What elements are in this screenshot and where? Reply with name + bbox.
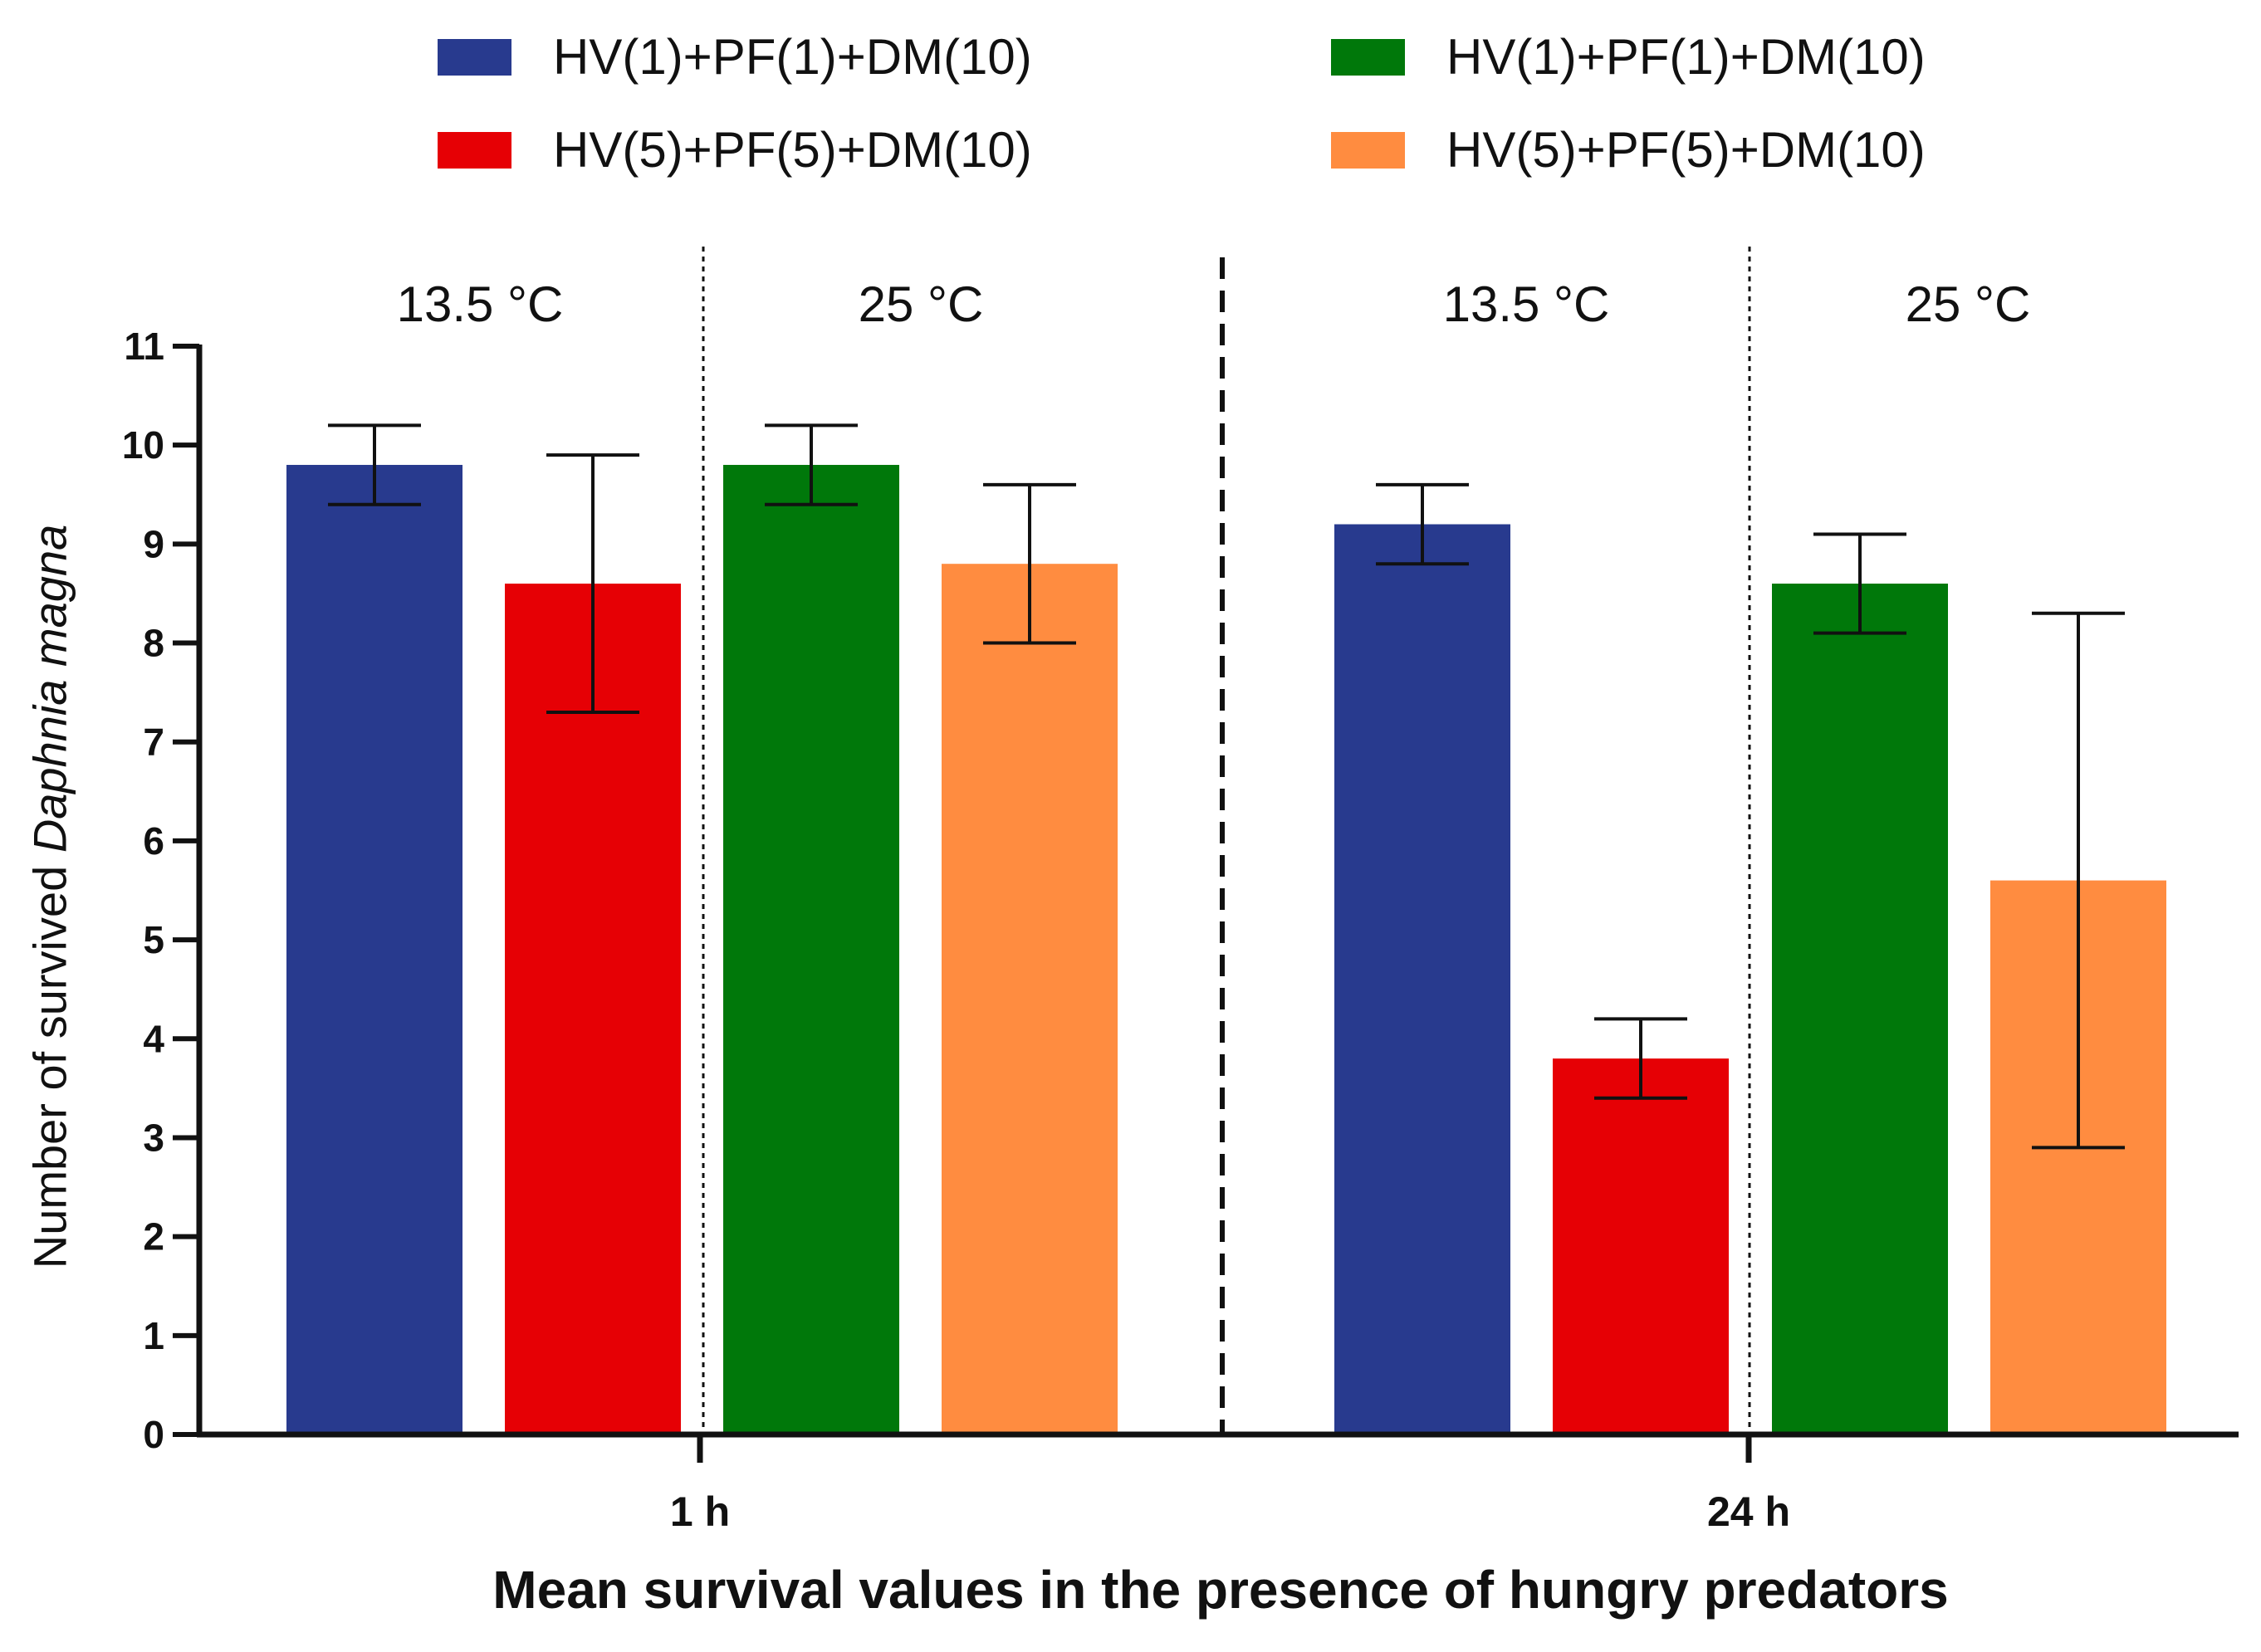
bar	[505, 584, 681, 1435]
legend-swatch	[1331, 38, 1405, 76]
temperature-label: 13.5 °C	[396, 276, 564, 332]
legend-label: HV(1)+PF(1)+DM(10)	[1446, 29, 1926, 85]
y-tick-label: 2	[143, 1215, 164, 1259]
legend-item: HV(5)+PF(5)+DM(10)	[1331, 121, 1926, 178]
x-tick-label: 24 h	[1707, 1488, 1790, 1535]
temperature-label: 25 °C	[858, 276, 984, 332]
x-axis-label: Mean survival values in the presence of …	[492, 1560, 1949, 1620]
legend-item: HV(5)+PF(5)+DM(10)	[438, 121, 1032, 178]
y-tick-label: 6	[143, 819, 164, 863]
y-tick-label: 0	[143, 1413, 164, 1456]
y-tick-label: 3	[143, 1116, 164, 1159]
bar	[286, 465, 462, 1435]
y-tick-label: 7	[143, 721, 164, 764]
error-bars	[328, 423, 2125, 1150]
bar	[942, 564, 1118, 1435]
y-axis-label-species: Daphnia magna	[23, 524, 76, 853]
legend-label: HV(1)+PF(1)+DM(10)	[553, 29, 1032, 85]
bar	[1334, 524, 1510, 1435]
bar	[1553, 1058, 1729, 1435]
y-axis-label-prefix: Number of survived	[23, 853, 76, 1269]
legend-label: HV(5)+PF(5)+DM(10)	[553, 122, 1032, 178]
axes: 0 1 2 3 4 5 6 7 8 9 10 11 1 h 24 h	[122, 325, 2239, 1535]
y-tick-label: 11	[124, 325, 164, 368]
y-tick-label: 8	[143, 622, 164, 665]
y-tick-label: 9	[143, 522, 164, 565]
y-axis-label: Number of survived Daphnia magna	[23, 525, 77, 1268]
legend-label: HV(5)+PF(5)+DM(10)	[1446, 122, 1926, 178]
y-tick-label: 10	[122, 423, 164, 467]
legend-swatch	[438, 38, 511, 76]
bars	[286, 465, 2166, 1435]
temperature-label: 13.5 °C	[1442, 276, 1610, 332]
legend-swatch	[1331, 131, 1405, 169]
y-tick-label: 1	[143, 1314, 164, 1357]
bar	[723, 465, 899, 1435]
temperature-label: 25 °C	[1905, 276, 2031, 332]
y-tick-label: 4	[143, 1017, 164, 1060]
legend-item: HV(1)+PF(1)+DM(10)	[438, 28, 1032, 86]
bar	[1772, 584, 1948, 1435]
legend-swatch	[438, 131, 511, 169]
x-tick-label: 1 h	[670, 1488, 730, 1535]
dividers	[702, 247, 1751, 1435]
legend-item: HV(1)+PF(1)+DM(10)	[1331, 28, 1926, 86]
y-tick-label: 5	[143, 918, 164, 961]
